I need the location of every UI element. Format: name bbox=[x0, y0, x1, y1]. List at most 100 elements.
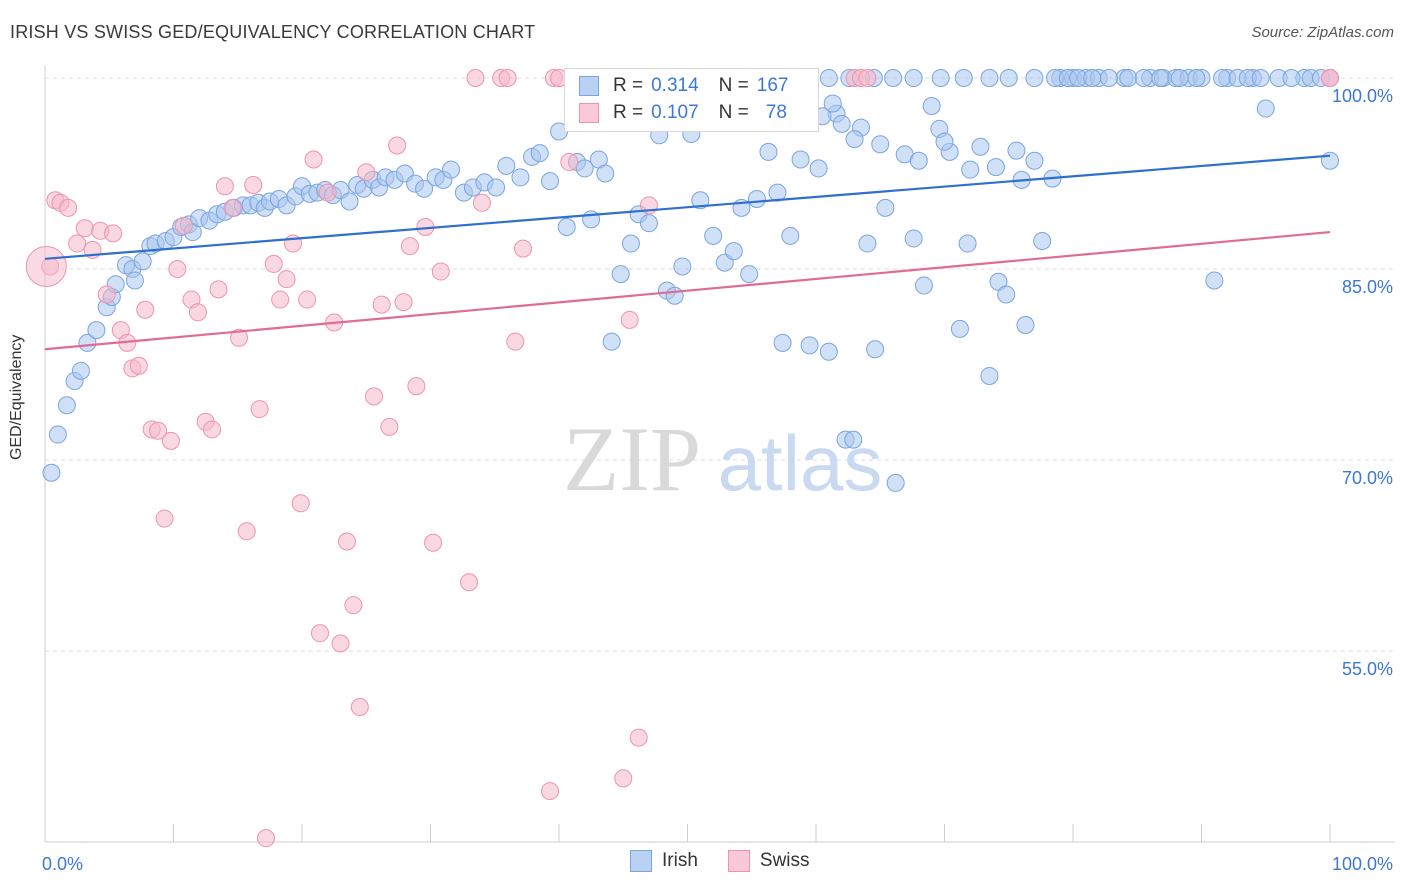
irish-point bbox=[724, 242, 743, 261]
irish-point bbox=[1025, 151, 1044, 170]
irish-point bbox=[1205, 271, 1224, 290]
swiss-legend-label: Swiss bbox=[759, 850, 810, 871]
y-tick-label: 85.0% bbox=[1342, 277, 1393, 297]
irish-point bbox=[980, 366, 999, 385]
chart-title: IRISH VS SWISS GED/EQUIVALENCY CORRELATI… bbox=[10, 22, 536, 42]
swiss-point bbox=[431, 262, 450, 281]
swiss-point bbox=[424, 533, 443, 552]
swiss-point bbox=[614, 769, 633, 788]
swiss-point bbox=[188, 303, 207, 322]
swiss-point bbox=[394, 293, 413, 312]
swiss-point bbox=[68, 234, 87, 253]
irish-point bbox=[511, 168, 530, 187]
irish-point bbox=[596, 164, 615, 183]
swiss-point bbox=[250, 400, 269, 419]
irish-point bbox=[961, 160, 980, 179]
swiss-point bbox=[237, 522, 256, 541]
irish-point bbox=[1134, 69, 1153, 87]
irish-point bbox=[582, 210, 601, 229]
irish-point bbox=[800, 336, 819, 355]
swiss-point bbox=[271, 290, 290, 309]
swiss-point bbox=[291, 494, 310, 513]
irish-point bbox=[986, 158, 1005, 177]
irish-point bbox=[87, 321, 106, 340]
irish-point bbox=[557, 217, 576, 236]
swiss-point bbox=[318, 183, 337, 202]
swiss-point bbox=[331, 634, 350, 653]
tick-labels: 100.0% 85.0% 70.0% 55.0% 0.0% 100.0% bbox=[42, 86, 1393, 874]
irish-point bbox=[133, 252, 152, 271]
trend-lines bbox=[44, 154, 1331, 351]
swiss-point bbox=[277, 270, 296, 289]
irish-point bbox=[914, 276, 933, 295]
series-legend: Irish Swiss bbox=[630, 850, 840, 872]
irish-point bbox=[1025, 69, 1044, 87]
irish-point bbox=[1083, 69, 1102, 87]
stats-legend: R = 0.314 N = 167 R = 0.107 N = 78 bbox=[564, 68, 819, 132]
swiss-point bbox=[209, 280, 228, 299]
irish-point bbox=[78, 333, 97, 352]
irish-point bbox=[832, 114, 851, 133]
irish-point bbox=[1033, 231, 1052, 250]
swiss-point bbox=[506, 332, 525, 351]
irish-point bbox=[125, 271, 144, 290]
irish-trend-line bbox=[44, 154, 1331, 260]
swiss-point bbox=[129, 356, 148, 375]
irish-point bbox=[871, 135, 890, 154]
irish-point bbox=[935, 132, 954, 151]
irish-point bbox=[340, 192, 359, 211]
swiss-point bbox=[400, 237, 419, 256]
swiss-point bbox=[858, 69, 877, 87]
irish-point bbox=[909, 151, 928, 170]
irish-point bbox=[954, 69, 973, 87]
swiss-point bbox=[388, 136, 407, 155]
swiss-point bbox=[357, 163, 376, 182]
legend-item-irish[interactable]: Irish bbox=[630, 850, 698, 872]
irish-point bbox=[48, 425, 67, 444]
swiss-point bbox=[155, 509, 174, 528]
swiss-point bbox=[466, 69, 485, 87]
swiss-point bbox=[1321, 69, 1339, 87]
swiss-point bbox=[104, 224, 123, 243]
swiss-point bbox=[310, 624, 329, 643]
swiss-point bbox=[161, 431, 180, 450]
swiss-point bbox=[223, 198, 242, 217]
irish-point bbox=[704, 226, 723, 245]
irish-point bbox=[42, 463, 61, 482]
swiss-legend-swatch bbox=[727, 850, 750, 872]
swiss-point bbox=[380, 417, 399, 436]
swiss-point bbox=[136, 300, 155, 319]
irish-point bbox=[415, 179, 434, 198]
irish-point bbox=[665, 286, 684, 305]
irish-point bbox=[809, 159, 828, 178]
y-tick-label: 55.0% bbox=[1342, 659, 1393, 679]
x-tick-label-min: 0.0% bbox=[42, 854, 83, 874]
swiss-point bbox=[472, 193, 491, 212]
swiss-point bbox=[304, 150, 323, 169]
irish-point bbox=[1151, 69, 1170, 87]
irish-r-value: 0.314 bbox=[651, 75, 699, 96]
irish-point bbox=[611, 265, 630, 284]
legend-item-swiss[interactable]: Swiss bbox=[727, 850, 810, 872]
irish-point bbox=[791, 150, 810, 169]
swiss-point bbox=[364, 387, 383, 406]
legend-row-irish: R = 0.314 N = 167 bbox=[579, 74, 796, 98]
swiss-n-value: 78 bbox=[765, 102, 787, 123]
irish-point bbox=[1016, 316, 1035, 335]
swiss-r-value: 0.107 bbox=[651, 102, 699, 123]
irish-point bbox=[1213, 69, 1232, 87]
irish-point bbox=[773, 333, 792, 352]
x-tick-label-max: 100.0% bbox=[1332, 854, 1393, 874]
swiss-point bbox=[59, 198, 78, 217]
irish-point bbox=[497, 156, 516, 175]
irish-point bbox=[884, 69, 903, 87]
irish-point bbox=[845, 130, 864, 149]
irish-point bbox=[747, 189, 766, 208]
irish-point bbox=[71, 361, 90, 380]
irish-n-label: N = bbox=[718, 75, 749, 96]
swiss-point-large bbox=[25, 245, 67, 287]
irish-point bbox=[858, 234, 877, 253]
irish-point bbox=[1251, 69, 1270, 87]
irish-point bbox=[866, 340, 885, 359]
